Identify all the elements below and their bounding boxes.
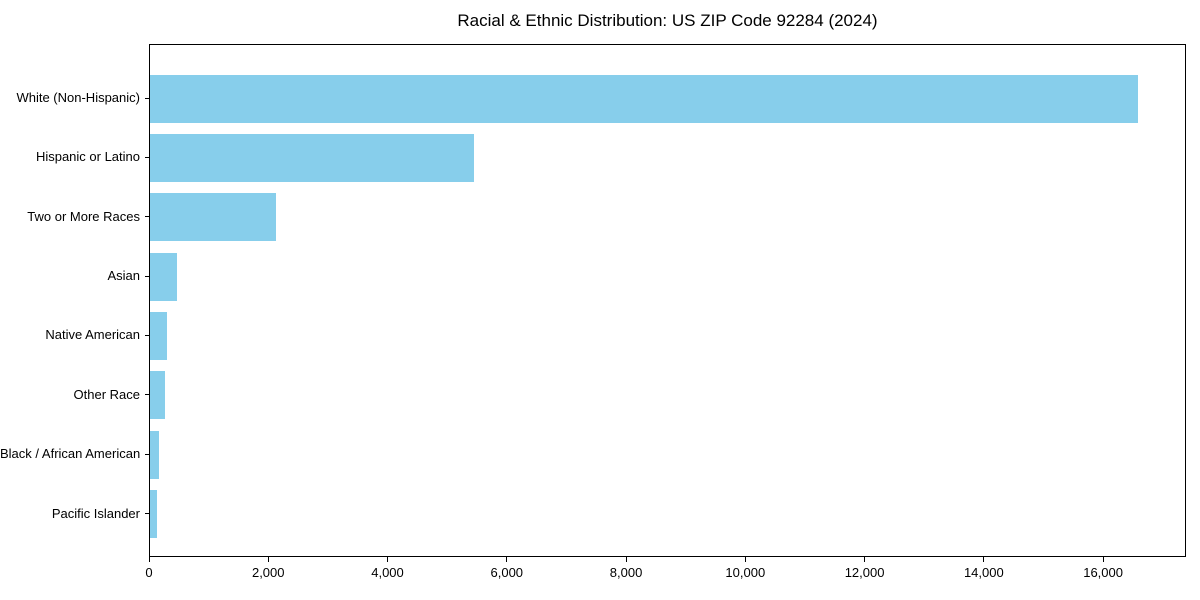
x-tick-label-8-000: 8,000 <box>609 565 643 580</box>
y-tick-mark <box>145 513 149 515</box>
y-tick-mark <box>145 453 149 455</box>
x-tick-mark <box>983 557 985 562</box>
y-tick-mark <box>145 275 149 277</box>
y-axis-label-pacific-islander: Pacific Islander <box>51 505 140 521</box>
y-axis-label-hispanic-or-latino: Hispanic or Latino <box>35 149 140 165</box>
x-tick-label-4-000: 4,000 <box>371 565 404 580</box>
x-tick-label-2-000: 2,000 <box>251 565 285 580</box>
y-axis-label-two-or-more-races: Two or More Races <box>27 208 140 224</box>
y-axis-label-black-african-american: Black / African American <box>0 446 141 462</box>
y-axis-label-other-race: Other Race <box>73 386 140 402</box>
bar-asian <box>150 252 177 301</box>
plot-area <box>149 44 1186 557</box>
y-tick-mark <box>145 156 149 158</box>
bar-pacific-islander <box>150 490 157 539</box>
x-tick-mark <box>1102 557 1104 562</box>
x-tick-mark <box>625 557 627 562</box>
x-tick-label-6-000: 6,000 <box>490 565 524 580</box>
y-tick-mark <box>145 334 149 336</box>
bar-black-african-american <box>150 430 159 479</box>
x-tick-label-10-000: 10,000 <box>725 565 766 580</box>
bar-native-american <box>150 311 167 360</box>
x-tick-label-0: 0 <box>145 565 153 580</box>
y-axis-label-native-american: Native American <box>45 327 140 343</box>
x-tick-mark <box>148 557 150 562</box>
x-tick-mark <box>744 557 746 562</box>
x-tick-label-12-000: 12,000 <box>844 565 885 580</box>
bar-two-or-more-races <box>150 193 276 242</box>
bar-hispanic-or-latino <box>150 133 474 182</box>
y-tick-mark <box>145 97 149 99</box>
y-tick-mark <box>145 216 149 218</box>
x-tick-mark <box>387 557 389 562</box>
bar-other-race <box>150 371 165 420</box>
bar-white-non-hispanic <box>150 74 1138 123</box>
x-tick-mark <box>864 557 866 562</box>
x-tick-label-16-000: 16,000 <box>1083 565 1123 580</box>
y-tick-mark <box>145 394 149 396</box>
chart-title: Racial & Ethnic Distribution: US ZIP Cod… <box>457 11 878 30</box>
y-axis-label-asian: Asian <box>107 268 140 284</box>
y-axis-label-white-non-hispanic: White (Non-Hispanic) <box>16 90 140 105</box>
x-tick-mark <box>267 557 269 562</box>
x-tick-mark <box>506 557 508 562</box>
x-tick-label-14-000: 14,000 <box>963 565 1004 580</box>
